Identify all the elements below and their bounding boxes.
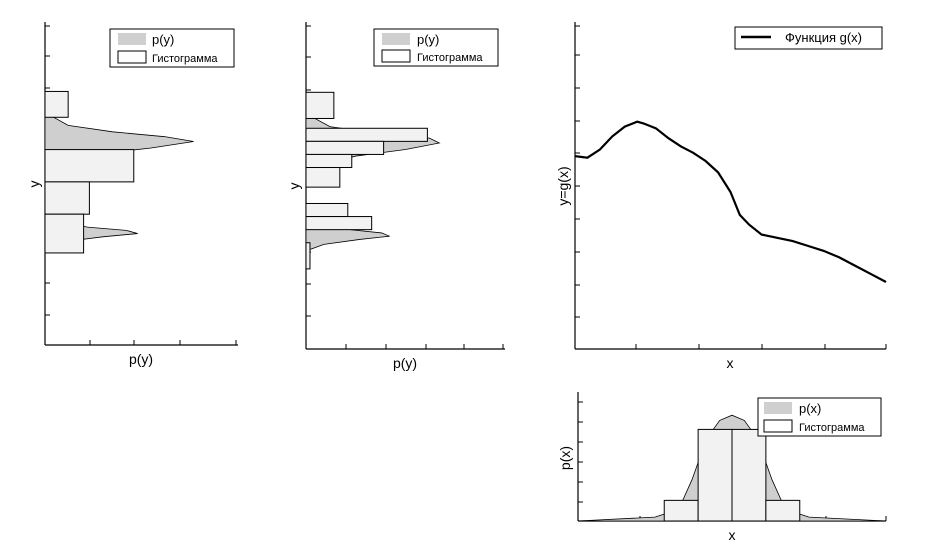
histogram-bar-2 — [44, 181, 90, 215]
chart-gx: x y=g(x) Функция g(x) — [555, 22, 887, 371]
histogram-layer — [305, 91, 428, 270]
histogram-bar-5 — [305, 202, 349, 218]
y-axis-label: y=g(x) — [555, 166, 571, 205]
legend-density-label: p(y) — [417, 32, 439, 47]
histogram-bar-0 — [44, 90, 69, 118]
legend-function-label: Функция g(x) — [785, 30, 862, 45]
legend: p(y) Гистограмма — [373, 28, 499, 67]
x-axis-label: p(y) — [393, 355, 417, 371]
histogram-bar-6 — [305, 216, 373, 231]
legend: p(x) Гистограмма — [757, 397, 882, 437]
legend-density-swatch — [118, 33, 146, 45]
y-axis-label: p(x) — [557, 446, 573, 470]
histogram-bar-7 — [305, 242, 311, 270]
legend-density-swatch — [382, 33, 410, 45]
histogram-bar-2 — [731, 428, 767, 522]
legend-density-swatch — [764, 402, 792, 414]
histogram-bar-1 — [44, 149, 135, 183]
x-axis-label: p(y) — [129, 351, 153, 367]
histogram-bar-1 — [697, 428, 733, 522]
legend-frame — [734, 26, 883, 50]
histogram-bar-3 — [44, 213, 85, 254]
histogram-bar-0 — [663, 499, 699, 522]
legend-histogram-swatch — [117, 50, 147, 64]
series-line-gx — [574, 120, 887, 283]
chart-py-left: p(y) y p(y) Гистограмма — [26, 22, 238, 367]
chart-px: x p(x) p(x) Гистограмма — [557, 392, 887, 543]
legend-histogram-swatch — [763, 419, 793, 433]
histogram-bar-2 — [305, 140, 385, 155]
legend-histogram-swatch — [381, 49, 411, 63]
legend: p(y) Гистограмма — [109, 28, 235, 68]
y-axis-label: y — [26, 181, 42, 188]
histogram-bar-3 — [305, 153, 353, 169]
chart-py-middle: p(y) y p(y) Гистограмма — [286, 22, 505, 371]
histogram-bar-3 — [765, 499, 801, 522]
x-axis-label: x — [727, 355, 734, 371]
histogram-bar-4 — [305, 167, 341, 188]
legend-density-label: p(y) — [152, 32, 174, 47]
legend-histogram-label: Гистограмма — [417, 52, 483, 64]
histogram-layer — [44, 90, 135, 254]
histogram-layer — [663, 428, 801, 522]
series-layer — [574, 120, 887, 283]
y-axis-label: y — [286, 183, 302, 190]
x-axis-label: x — [729, 527, 736, 543]
legend-histogram-label: Гистограмма — [799, 422, 865, 434]
legend-histogram-label: Гистограмма — [152, 53, 218, 65]
legend-density-label: p(x) — [799, 401, 821, 416]
legend: Функция g(x) — [734, 26, 883, 50]
histogram-bar-0 — [305, 91, 335, 119]
histogram-bar-1 — [305, 127, 428, 142]
axis-ticks — [575, 25, 887, 349]
